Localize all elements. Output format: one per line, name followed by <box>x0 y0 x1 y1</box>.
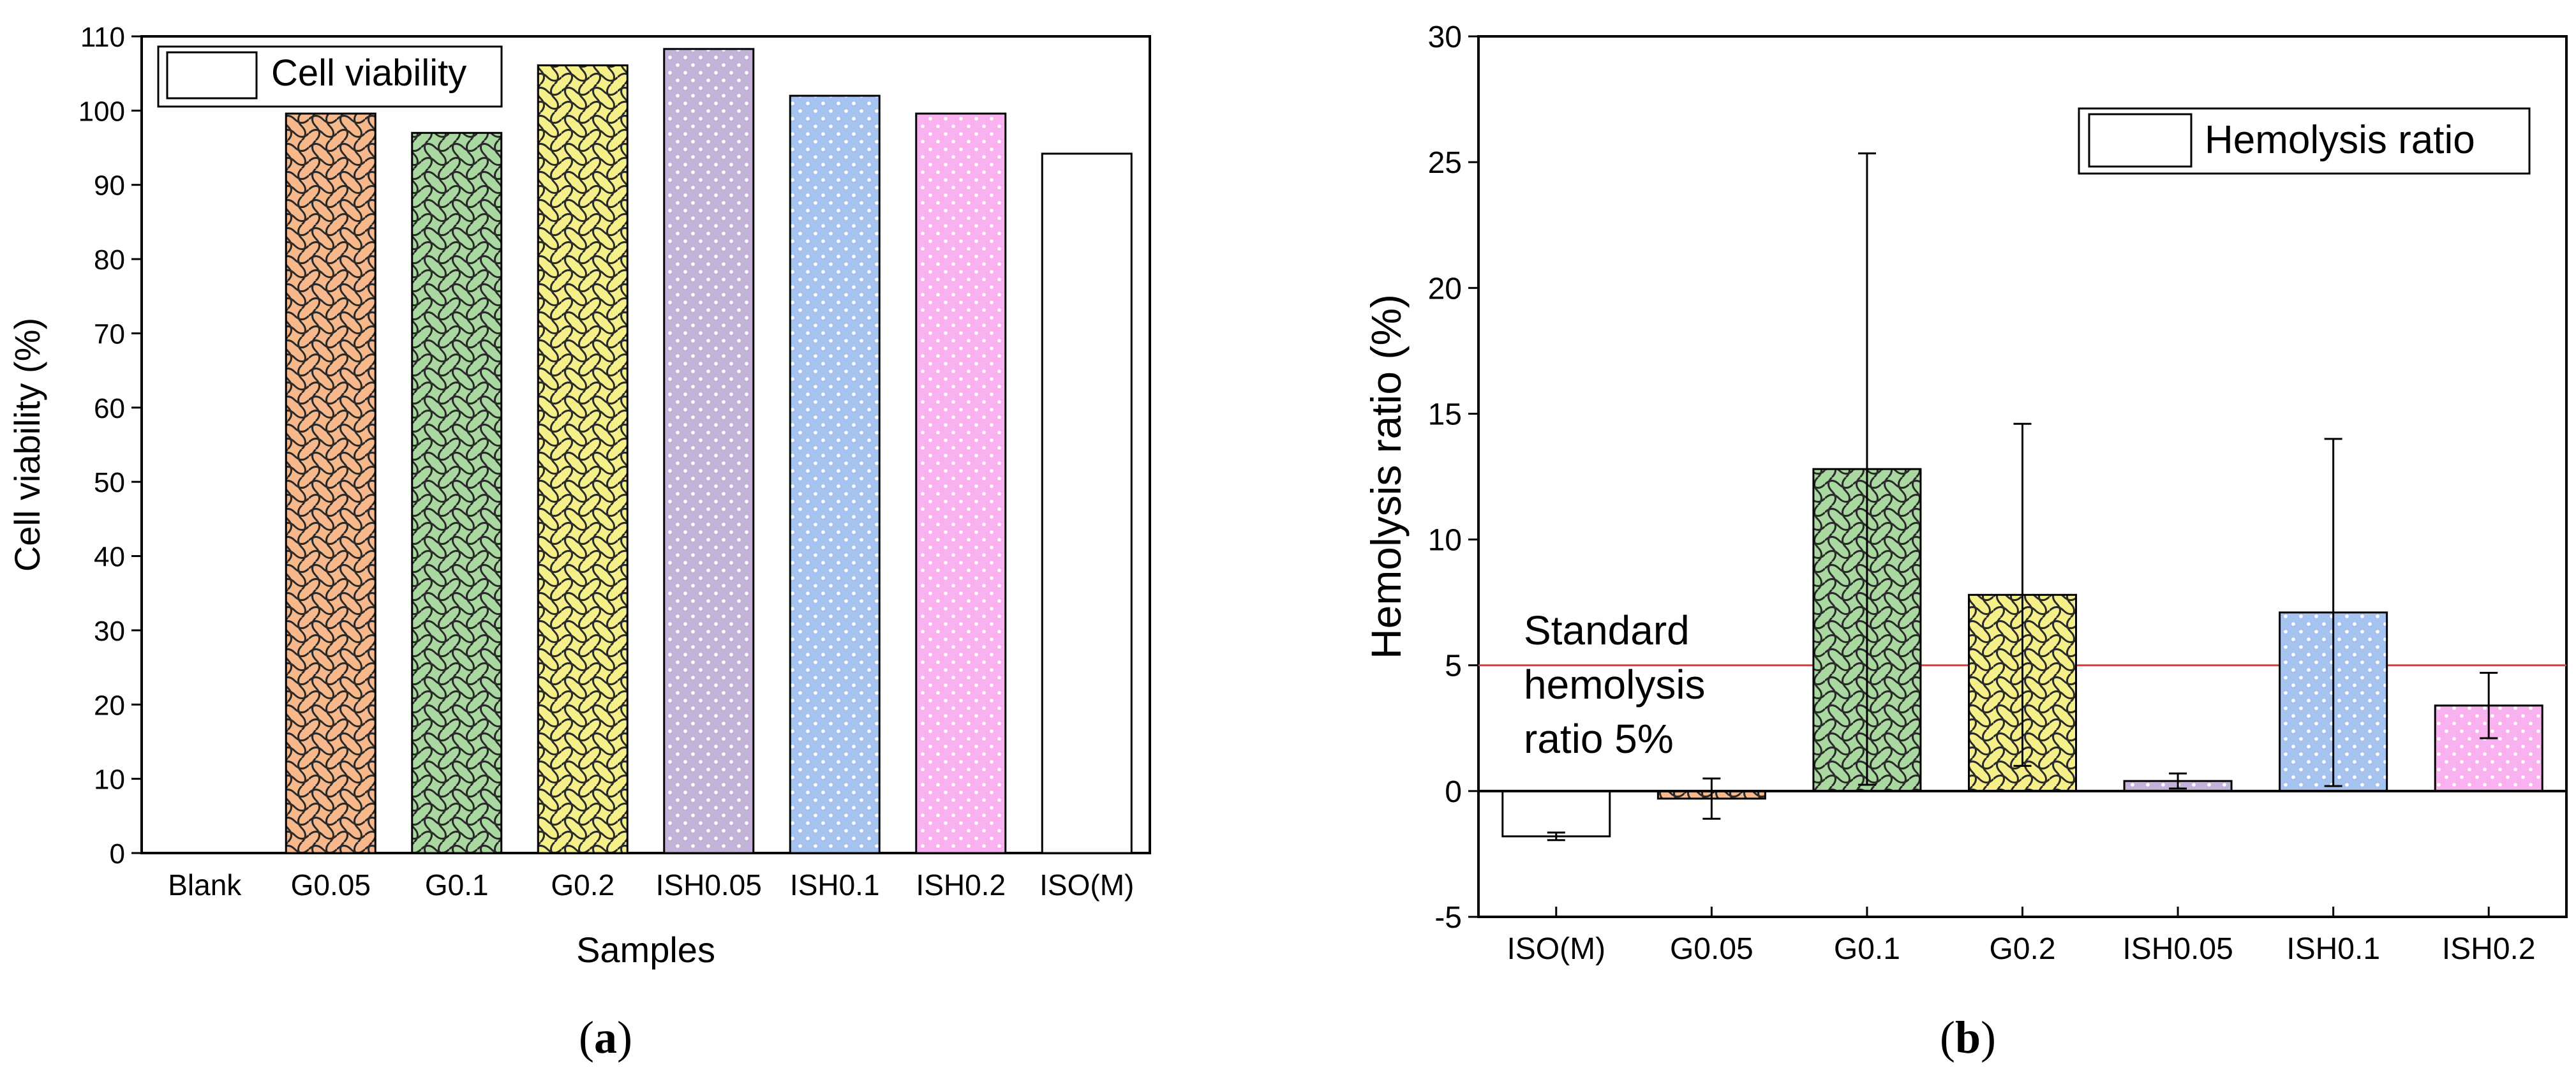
chart-b: -5 0 5 10 15 20 25 30 ISO(M) G0.05 G0.1 G0.2 ISH0.0… <box>1362 20 2568 1063</box>
chart-a-x-tick-label: G0.05 <box>291 868 371 902</box>
chart-a-x-tick-label: ISH0.2 <box>916 868 1006 902</box>
chart-a-bar-pattern <box>916 114 1006 853</box>
chart-b-annotation-line-3: ratio 5% <box>1524 716 1674 762</box>
chart-a-x-tick-label: Blank <box>168 868 242 902</box>
chart-a-panel-letter: a <box>594 1012 617 1063</box>
chart-b-y-tick-label: 25 <box>1428 146 1462 180</box>
chart-a-y-tick-label: 70 <box>94 318 125 350</box>
chart-b-annotation-line-2: hemolysis <box>1524 662 1706 708</box>
chart-a-bar-pattern <box>412 133 502 854</box>
chart-a-y-tick-label: 50 <box>94 467 125 498</box>
chart-a-legend: Cell viability <box>157 45 503 108</box>
chart-a-bar <box>411 131 503 854</box>
chart-a-plot-frame <box>140 35 1151 854</box>
chart-a-y-axis-label: Cell viability (%) <box>7 318 47 572</box>
chart-a-y-tick-label: 30 <box>94 616 125 647</box>
chart-a-bar-pattern <box>538 65 628 853</box>
chart-a-y-axis: 0 10 20 30 40 50 60 70 80 90 100 110 <box>78 22 142 870</box>
chart-a-y-tick-label: 80 <box>94 244 125 276</box>
chart-b-y-axis-label: Hemolysis ratio (%) <box>1362 294 1410 659</box>
chart-a-legend-swatch <box>166 51 258 100</box>
chart-a-bar <box>663 48 755 854</box>
chart-a-bar <box>789 94 881 854</box>
chart-b-y-tick-label: 0 <box>1445 775 1462 809</box>
chart-a-y-tick-label: 20 <box>94 690 125 721</box>
chart-a-x-tick-label: ISH0.1 <box>790 868 880 902</box>
chart-a-y-tick-label: 90 <box>94 170 125 202</box>
chart-b-y-tick-label: 10 <box>1428 524 1462 558</box>
chart-a-bars <box>285 48 1133 854</box>
chart-b-bar-fill <box>1502 791 1610 836</box>
chart-a-x-tick-label: ISO(M) <box>1039 868 1134 902</box>
chart-a-x-axis-label: Samples <box>576 930 715 970</box>
chart-a-bar-pattern <box>790 96 880 853</box>
chart-a-bar-fill <box>1042 153 1132 854</box>
chart-b-panel-label: (b) <box>1940 1012 1996 1063</box>
chart-a-bar <box>915 112 1007 854</box>
chart-a-y-tick-label: 40 <box>94 542 125 573</box>
chart-b-x-tick-label: G0.05 <box>1670 932 1753 966</box>
chart-b-y-axis: -5 0 5 10 15 20 25 30 <box>1428 20 1478 935</box>
chart-b-panel-letter: b <box>1955 1012 1981 1063</box>
chart-b-y-tick-label: -5 <box>1434 901 1462 935</box>
chart-a-y-tick-label: 110 <box>80 22 125 53</box>
chart-a-y-tick-label: 10 <box>94 764 125 796</box>
chart-a-x-axis: Blank G0.05 G0.1 G0.2 ISH0.05 ISH0.1 ISH0.2 ISO… <box>168 868 1134 902</box>
chart-a: 0 10 20 30 40 50 60 70 80 90 100 110 Blank G0.05 G0.1… <box>7 22 1151 1063</box>
chart-b-x-tick-label: ISO(M) <box>1507 932 1605 966</box>
chart-a-y-tick-label: 100 <box>78 96 125 127</box>
chart-b-annotation-line-1: Standard <box>1524 607 1690 653</box>
chart-b-annotation: Standard hemolysis ratio 5% <box>1524 607 1706 762</box>
chart-a-x-tick-label: ISH0.05 <box>656 868 762 902</box>
chart-a-panel-label: (a) <box>579 1012 632 1063</box>
chart-b-y-tick-label: 30 <box>1428 20 1462 54</box>
chart-b-x-tick-label: ISH0.1 <box>2286 932 2380 966</box>
chart-b-x-axis: ISO(M) G0.05 G0.1 G0.2 ISH0.05 ISH0.1 ISH0.2 <box>1507 907 2536 966</box>
chart-a-bar <box>537 64 629 854</box>
chart-b-legend-label: Hemolysis ratio <box>2205 118 2475 162</box>
chart-b-bars <box>1501 152 2543 842</box>
chart-b-y-tick-label: 15 <box>1428 397 1462 431</box>
chart-a-y-tick-label: 0 <box>110 838 125 870</box>
chart-b-legend: Hemolysis ratio <box>2078 107 2531 175</box>
chart-b-x-tick-label: G0.2 <box>1989 932 2055 966</box>
chart-a-bar <box>285 112 376 854</box>
chart-b-y-tick-label: 20 <box>1428 272 1462 306</box>
chart-a-y-tick-label: 60 <box>94 393 125 424</box>
chart-a-bar-pattern <box>286 114 376 853</box>
chart-a-x-tick-label: G0.2 <box>551 868 614 902</box>
chart-a-x-tick-label: G0.1 <box>425 868 489 902</box>
chart-b-legend-swatch <box>2088 113 2193 168</box>
chart-b-y-tick-label: 5 <box>1445 650 1462 683</box>
chart-a-bar-pattern <box>664 48 754 853</box>
chart-b-x-tick-label: ISH0.2 <box>2442 932 2536 966</box>
chart-b-x-tick-label: ISH0.05 <box>2122 932 2233 966</box>
chart-a-legend-label: Cell viability <box>271 52 466 94</box>
chart-b-x-tick-label: G0.1 <box>1834 932 1900 966</box>
chart-a-bar <box>1041 152 1133 854</box>
